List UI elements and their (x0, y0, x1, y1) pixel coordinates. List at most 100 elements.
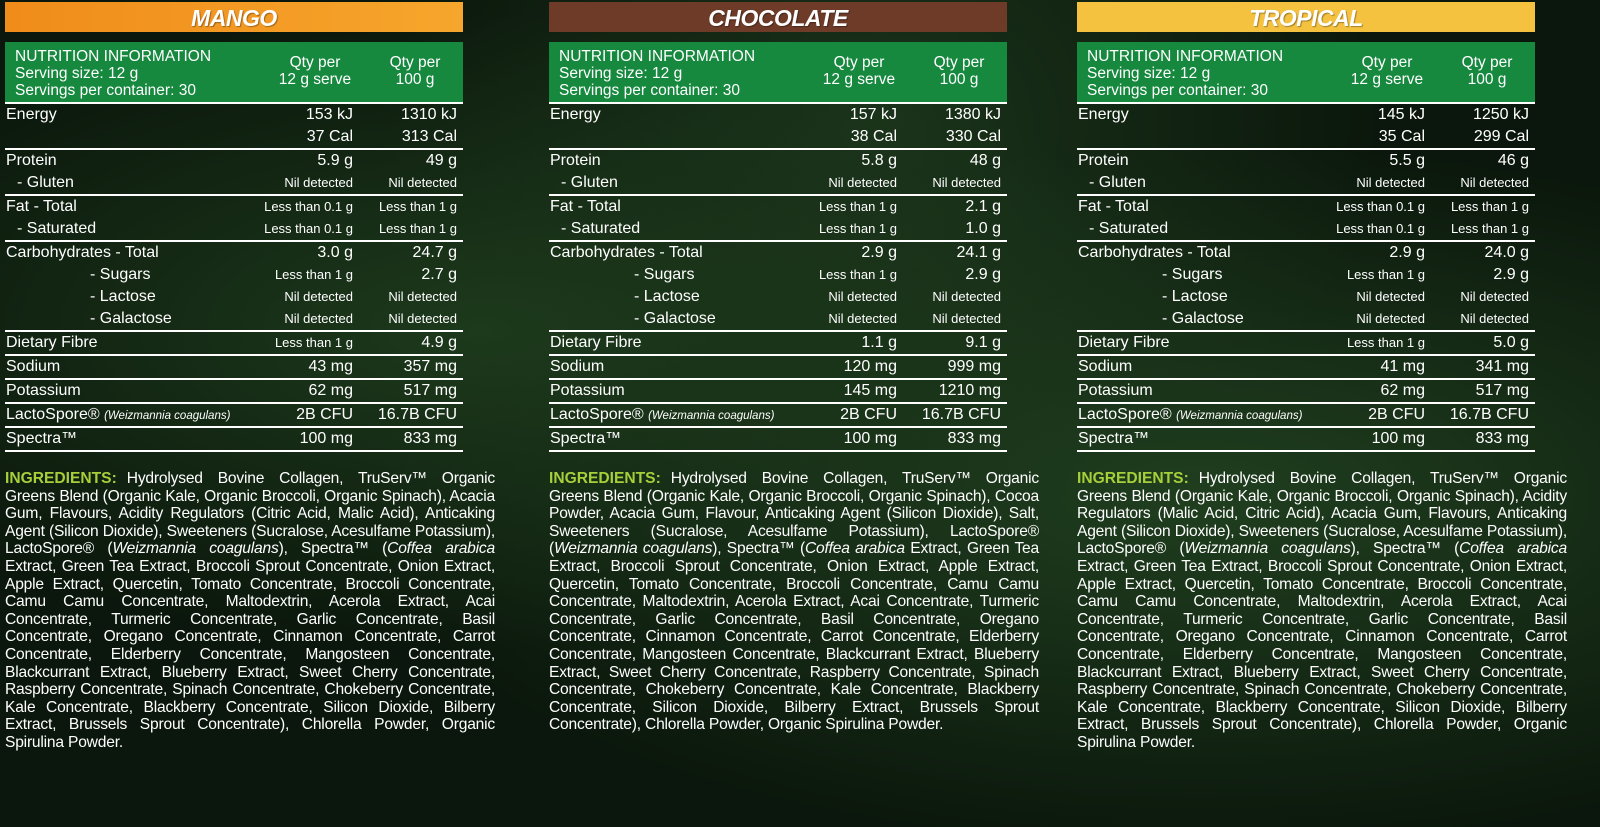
table-section: Dietary Fibre 1.1 g 9.1 g (549, 332, 1007, 356)
label-text: - Galactose (1162, 310, 1244, 327)
label-text: Sodium (550, 358, 605, 375)
header-serve: Qty per 12 g serve (1335, 42, 1439, 102)
row-label: - Saturated (1077, 218, 1307, 240)
serve-value: Nil detected (828, 311, 897, 326)
ingredients-text: ), Spectra™ ( (712, 540, 805, 558)
row-label: Protein (5, 150, 235, 172)
table-section: Potassium 62 mg 517 mg (5, 380, 463, 404)
ingredients-text: ), Spectra™ ( (278, 540, 388, 558)
per100-value: Less than 1 g (1450, 199, 1529, 214)
table-section: Carbohydrates - Total 2.9 g 24.0 g - Sugars… (1077, 242, 1535, 332)
per100-value: 46 g (1497, 152, 1529, 169)
header-line: Servings per container: 30 (15, 82, 196, 99)
serve-value: Less than 1 g (1346, 335, 1425, 350)
header-line: Servings per container: 30 (559, 82, 740, 99)
per100-value: 999 mg (947, 358, 1001, 375)
header-line: Qty per (389, 54, 441, 71)
table-section: Energy 145 kJ 1250 kJ 35 Cal 299 Cal (1077, 104, 1535, 150)
serve-value: 1.1 g (861, 334, 897, 351)
table-section: LactoSpore® (Weizmannia coagulans) 2B CFU… (5, 404, 463, 428)
table-row: Fat - Total Less than 1 g 2.1 g (549, 196, 1007, 218)
table-row: Carbohydrates - Total 2.9 g 24.0 g (1077, 242, 1535, 264)
table-row: 35 Cal 299 Cal (1077, 126, 1535, 148)
row-label: - Lactose (5, 286, 235, 308)
serve-value: 37 Cal (306, 128, 353, 145)
serve-value: 5.9 g (317, 152, 353, 169)
row-label (549, 126, 779, 148)
per100-value: Nil detected (932, 175, 1001, 190)
table-row: - Galactose Nil detected Nil detected (5, 308, 463, 330)
header-per100: Qty per 100 g (911, 42, 1007, 102)
row-label: Spectra™ (1077, 428, 1307, 450)
serve-value: Less than 0.1 g (264, 199, 353, 214)
table-row: Dietary Fibre Less than 1 g 5.0 g (1077, 332, 1535, 354)
label-text: Spectra™ (1078, 430, 1150, 447)
label-text: Sodium (1078, 358, 1133, 375)
row-label: Fat - Total (549, 196, 779, 218)
panel-title: MANGO (5, 2, 463, 32)
label-text: - Galactose (634, 310, 716, 327)
label-text: Fat - Total (1078, 198, 1149, 215)
table-section: Protein 5.5 g 46 g - Gluten Nil detected Nil … (1077, 150, 1535, 196)
header-line: Serving size: 12 g (15, 65, 139, 82)
header-per100: Qty per 100 g (367, 42, 463, 102)
label-text: Spectra™ (6, 430, 78, 447)
ingredients-text: Hydrolysed Bovine Collagen, TruServ™ Org… (1077, 470, 1567, 558)
panel: CHOCOLATE NUTRITION INFORMATION Serving si… (549, 2, 1049, 734)
header-line: NUTRITION INFORMATION (1087, 48, 1284, 65)
row-label: Potassium (5, 380, 235, 402)
row-label: Spectra™ (5, 428, 235, 450)
header-line: Serving size: 12 g (559, 65, 683, 82)
table-row: Energy 145 kJ 1250 kJ (1077, 104, 1535, 126)
label-text: - Sugars (634, 266, 695, 283)
serve-value: Less than 1 g (1346, 267, 1425, 282)
table-section: Energy 157 kJ 1380 kJ 38 Cal 330 Cal (549, 104, 1007, 150)
table-row: Energy 157 kJ 1380 kJ (549, 104, 1007, 126)
row-label: - Gluten (549, 172, 779, 194)
label-text: Energy (6, 106, 57, 123)
serve-value: Less than 0.1 g (264, 221, 353, 236)
label-text: Carbohydrates - Total (6, 244, 159, 261)
table-row: - Lactose Nil detected Nil detected (549, 286, 1007, 308)
table-row: - Gluten Nil detected Nil detected (549, 172, 1007, 194)
table-row: - Lactose Nil detected Nil detected (5, 286, 463, 308)
row-label: LactoSpore® (Weizmannia coagulans) (5, 404, 235, 426)
table-section: Fat - Total Less than 0.1 g Less than 1 g-… (5, 196, 463, 242)
per100-value: 833 mg (403, 430, 457, 447)
serve-value: Nil detected (284, 175, 353, 190)
table-row: - Gluten Nil detected Nil detected (1077, 172, 1535, 194)
row-label: - Saturated (549, 218, 779, 240)
header-line: 12 g serve (1350, 71, 1424, 88)
table-section: Fat - Total Less than 0.1 g Less than 1 g-… (1077, 196, 1535, 242)
serve-value: Nil detected (284, 289, 353, 304)
header-line: Qty per (1361, 54, 1413, 71)
serve-value: 157 kJ (849, 106, 897, 123)
serve-value: 2B CFU (296, 406, 353, 423)
ingredients: INGREDIENTS: Hydrolysed Bovine Collagen, … (1077, 470, 1567, 752)
label-text: Fat - Total (6, 198, 77, 215)
label-text: - Sugars (90, 266, 151, 283)
table-section: Sodium 41 mg 341 mg (1077, 356, 1535, 380)
label-text: Sodium (6, 358, 61, 375)
serve-value: 62 mg (308, 382, 353, 399)
serve-value: 145 mg (843, 382, 897, 399)
serve-value: Nil detected (1356, 289, 1425, 304)
header-line: 100 g (939, 71, 979, 88)
ingredients-text: Hydrolysed Bovine Collagen, TruServ™ Org… (5, 470, 495, 558)
per100-value: 1310 kJ (400, 106, 457, 123)
per100-value: 48 g (969, 152, 1001, 169)
row-label: Carbohydrates - Total (1077, 242, 1307, 264)
serve-value: 100 mg (1371, 430, 1425, 447)
row-label: - Gluten (1077, 172, 1307, 194)
row-label: Potassium (1077, 380, 1307, 402)
label-text: - Gluten (561, 174, 618, 191)
table-section: Fat - Total Less than 1 g 2.1 g - Saturated… (549, 196, 1007, 242)
serve-value: Nil detected (828, 289, 897, 304)
per100-value: 2.9 g (965, 266, 1001, 283)
table-row: - Lactose Nil detected Nil detected (1077, 286, 1535, 308)
table-section: Protein 5.8 g 48 g - Gluten Nil detected Nil … (549, 150, 1007, 196)
header-line: 100 g (1467, 71, 1507, 88)
